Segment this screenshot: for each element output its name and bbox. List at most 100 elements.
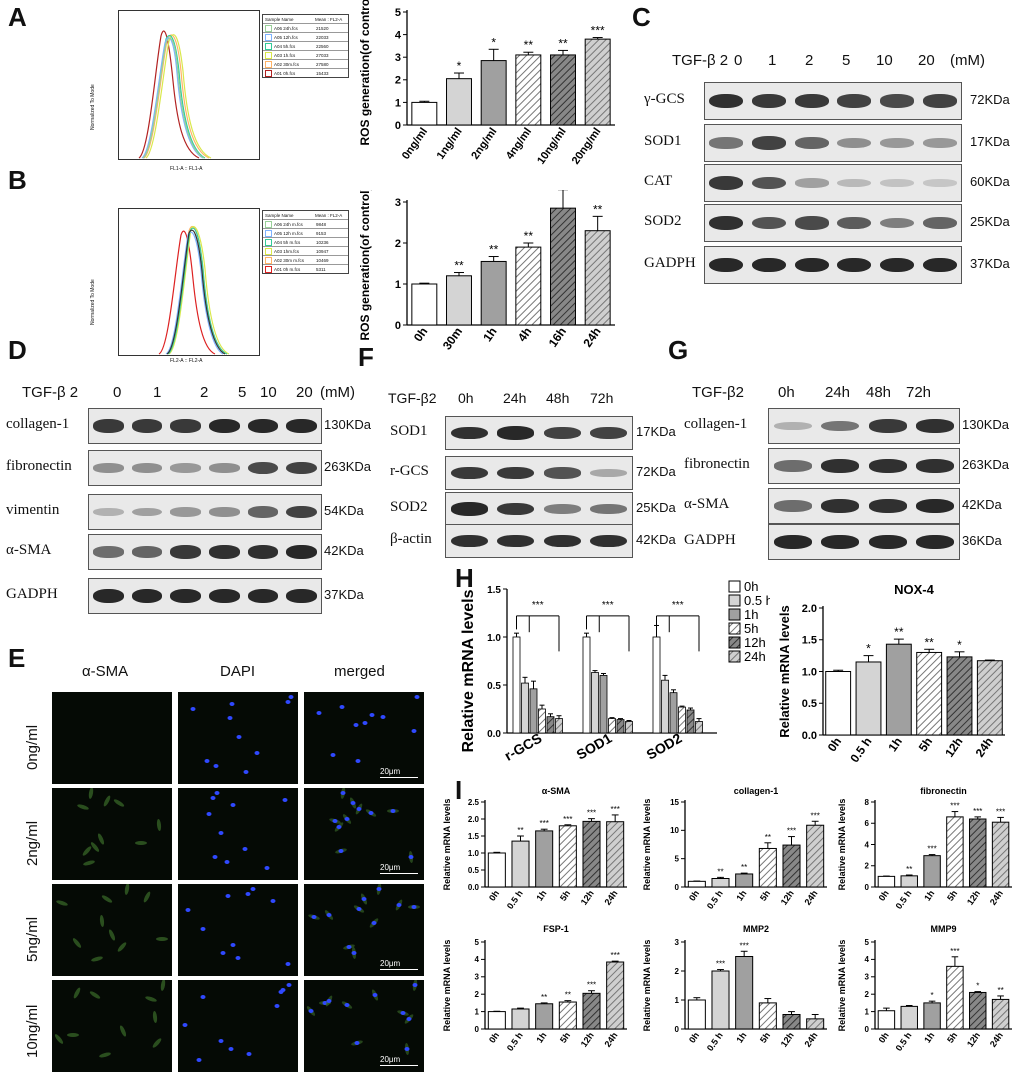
panel-letter-d: D [8,335,27,366]
flow-plot-area-b [118,208,260,356]
x-tick-label: 0.5 h [847,735,874,765]
bar [696,721,703,733]
wb-c-band [795,216,829,229]
flow-a-legend-sample: A06 24h.fcs [274,26,316,31]
wb-c-band [795,178,829,187]
wb-d-row-label: GADPH [6,586,58,603]
legend-swatch [729,581,740,592]
panel-letter-b: B [8,165,27,196]
fluo-column-title: merged [334,663,385,680]
significance-mark: * [866,642,871,656]
y-axis-label: Relative mRNA levels [837,940,847,1032]
wb-f-band [544,535,581,548]
y-tick-label: 2 [675,967,680,976]
bar [947,817,963,887]
fluo-image [178,884,298,976]
significance-mark: *** [973,807,982,816]
wb-c-band [709,176,743,190]
wb-d-band [248,462,279,474]
wb-d-lane-label: 10 [260,384,277,401]
x-tick-label: 20ng/ml [570,126,604,167]
wb-g-lane-label: 72h [906,384,931,401]
flow-a-legend-sample: A01 0h.fcs [274,71,316,76]
wb-d-band [132,419,163,432]
x-tick-label: 1h [534,1030,548,1044]
y-tick-label: 4 [395,29,402,41]
wb-c-band [923,94,957,108]
bar [783,845,800,887]
wb-d-band [286,589,317,603]
wb-g-blot-strip [768,448,960,484]
fluo-image: 20μm [304,884,424,976]
error-bar [788,837,795,846]
wb-d-row-label: fibronectin [6,458,72,475]
wb-c-row-label: γ-GCS [644,91,685,108]
chart-title: fibronectin [920,786,967,796]
x-tick-label: 2ng/ml [469,126,499,162]
flow-b-legend-mean: 10947 [316,249,329,254]
wb-g-lane-label: 24h [825,384,850,401]
bar [488,1012,505,1029]
wb-f-row-label: β-actin [390,531,432,548]
x-tick-label: 24h [802,1030,819,1048]
bar [736,957,753,1030]
fluo-image [52,980,172,1072]
significance-mark: *** [950,802,959,811]
wb-g-band [916,419,954,433]
fluo-row-label: 2ng/ml [24,821,41,866]
bar [513,637,520,733]
wb-d-band [170,463,201,472]
panel-letter-c: C [632,2,651,33]
bar [992,999,1008,1029]
wb-g-kda-label: 130KDa [962,417,1009,432]
x-tick-label: 12h [579,888,596,906]
wb-d-band [286,506,317,519]
bar [556,719,563,733]
error-bar [997,996,1004,999]
y-tick-label: 1.5 [487,585,501,596]
wb-c-lane-label: 10 [876,52,893,69]
scale-bar-line [380,969,418,970]
wb-c-row-label: GADPH [644,255,696,272]
wb-g-row-label: fibronectin [684,456,750,473]
y-tick-label: 0 [475,1025,480,1034]
x-tick-label: 12h [942,735,965,760]
x-tick-label: 0.5 h [705,1030,725,1053]
flow-legend-header-a: Sample Name Mean : FL2-A [263,15,348,23]
wb-g-band [774,500,812,511]
error-bar [764,843,771,849]
error-bar [997,817,1004,822]
significance-bracket [657,616,700,652]
bar [600,675,607,733]
error-bar [864,656,874,662]
wb-d-kda-label: 37KDa [324,587,364,602]
bar [970,819,986,887]
wb-g-lane-label: 0h [778,384,795,401]
y-tick-label: 5 [865,938,870,947]
flow-b-legend-mean: 5311 [316,267,326,272]
scale-bar: 20μm [380,767,418,778]
x-tick-label: 0ng/ml [400,126,430,162]
legend-swatch [729,651,740,662]
wb-c-header-label: TGF-β 2 [672,52,728,69]
x-tick-label: 10ng/ml [535,126,569,167]
bar [878,876,894,887]
x-tick-label: 1h [734,888,748,902]
x-tick-label: 1h [922,888,936,902]
significance-mark: *** [996,807,1005,816]
y-axis-label: Relative mRNA levels [442,799,452,891]
significance-mark: *** [587,809,596,818]
wb-d-lane-label: 1 [153,384,161,401]
x-tick-label: 0h [487,1030,501,1044]
significance-mark: * [976,982,979,991]
y-tick-label: 2.5 [468,798,480,807]
x-tick-label: 0h [825,735,845,755]
fluo-cells [52,980,172,1072]
bar [516,55,541,125]
x-tick-label: 4h [515,325,535,345]
wb-f-band [451,502,488,515]
y-tick-label: 2 [865,990,870,999]
